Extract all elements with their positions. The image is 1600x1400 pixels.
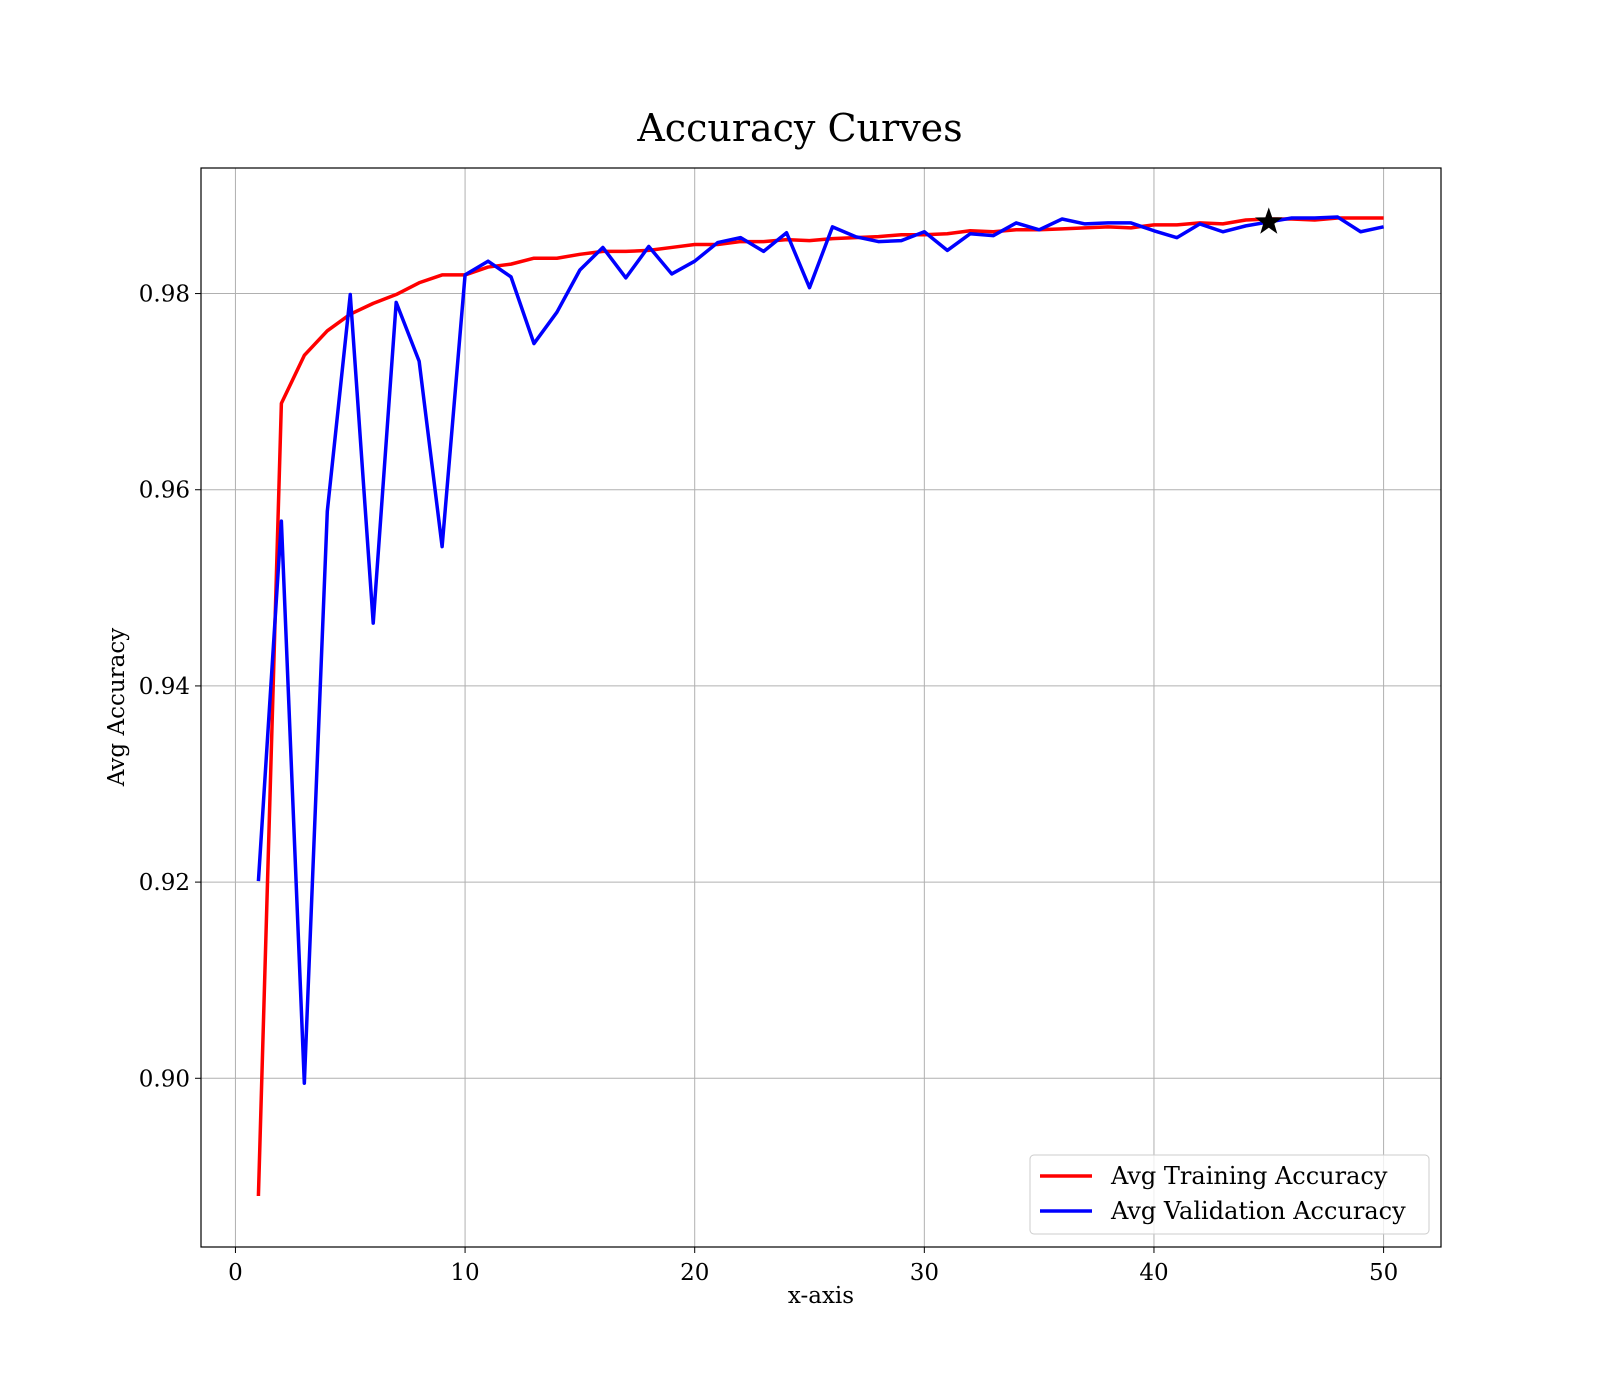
- x-tick-label: 50: [1369, 1260, 1398, 1286]
- axis-ticks: 0 10 20 30 40 50 0.90 0.92 0.94 0.96 0.98: [139, 282, 1398, 1286]
- y-tick-label: 0.96: [139, 478, 190, 504]
- x-tick-label: 40: [1139, 1260, 1168, 1286]
- series-line-avg-validation-accuracy: [256, 215, 1384, 1085]
- y-tick-label: 0.90: [139, 1066, 190, 1092]
- x-tick-label: 0: [228, 1260, 243, 1286]
- plot-area-frame: [200, 167, 1442, 1248]
- legend: Avg Training Accuracy Avg Validation Acc…: [1029, 1154, 1430, 1235]
- x-tick-label: 30: [910, 1260, 939, 1286]
- best-epoch-star-marker: [1254, 207, 1283, 234]
- y-tick-label: 0.98: [139, 282, 190, 308]
- y-axis-label: Avg Accuracy: [104, 628, 130, 787]
- x-axis-label: x-axis: [788, 1283, 854, 1309]
- chart-title: Accuracy Curves: [636, 106, 962, 150]
- annotation-markers: [1254, 207, 1283, 234]
- y-tick-label: 0.94: [139, 674, 190, 700]
- x-tick-label: 10: [450, 1260, 479, 1286]
- series-lines: [256, 215, 1384, 1197]
- grid-lines: [201, 168, 1441, 1247]
- legend-label-training: Avg Training Accuracy: [1110, 1162, 1388, 1190]
- legend-label-validation: Avg Validation Accuracy: [1110, 1197, 1406, 1225]
- legend-box: [1029, 1154, 1430, 1235]
- series-line-avg-training-accuracy: [256, 216, 1384, 1197]
- y-tick-label: 0.92: [139, 870, 190, 896]
- x-tick-label: 20: [680, 1260, 709, 1286]
